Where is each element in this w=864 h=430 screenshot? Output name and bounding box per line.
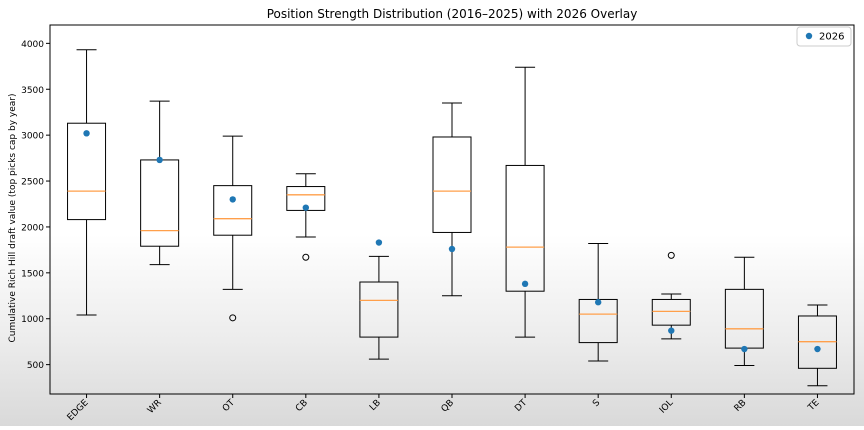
iqr-box <box>724 288 764 349</box>
box-te <box>797 304 837 387</box>
iqr-box <box>359 281 399 338</box>
x-tick-label: EDGE <box>66 398 91 423</box>
outlier-point <box>667 251 675 259</box>
x-tick-label: WR <box>146 398 164 416</box>
x-tick-label: OT <box>221 398 237 414</box>
iqr-box <box>432 136 472 233</box>
box-iol <box>651 251 691 340</box>
plot-frame <box>49 24 855 395</box>
overlay-point-lb <box>375 239 383 246</box>
overlay-point-ot <box>229 196 236 203</box>
outlier-point <box>229 314 237 322</box>
iqr-box <box>213 185 253 236</box>
y-tick-label: 2000 <box>21 223 44 233</box>
overlay-points-layer <box>83 130 821 353</box>
iqr-box <box>505 164 545 292</box>
overlay-point-s <box>594 299 602 306</box>
overlay-point-cb <box>302 204 310 211</box>
y-tick-label: 500 <box>27 361 44 371</box>
legend: 2026 <box>796 26 852 47</box>
x-tick-label: LB <box>368 398 383 413</box>
overlay-point-edge <box>83 130 90 137</box>
iqr-box <box>651 298 691 326</box>
x-tick-label: DT <box>513 398 529 414</box>
x-tick-label: RB <box>733 398 749 414</box>
x-tick-label: S <box>591 398 602 409</box>
box-cb <box>286 173 326 261</box>
overlay-point-te <box>814 345 821 353</box>
y-tick-label: 3000 <box>21 132 44 142</box>
box-wr <box>140 100 180 266</box>
overlay-point-rb <box>741 345 748 353</box>
x-tick-label: QB <box>440 398 456 414</box>
y-tick-label: 4000 <box>21 40 44 50</box>
legend-box <box>796 26 852 47</box>
iqr-box <box>140 159 180 247</box>
iqr-box <box>67 122 107 221</box>
box-dt <box>505 66 545 338</box>
chart-title: Position Strength Distribution (2016–202… <box>267 7 638 21</box>
y-tick-label: 1000 <box>21 315 44 325</box>
y-tick-label: 2500 <box>21 178 44 188</box>
overlay-point-qb <box>448 245 456 253</box>
x-tick-label: TE <box>806 398 822 414</box>
x-tick-label: IOL <box>658 398 676 416</box>
y-tick-label: 1500 <box>21 269 44 279</box>
overlay-point-iol <box>668 327 675 334</box>
y-axis-label: Cumulative Rich Hill draft value (top pi… <box>8 94 18 343</box>
iqr-box <box>578 298 618 344</box>
overlay-point-dt <box>521 280 529 288</box>
box-edge <box>67 49 107 316</box>
overlay-point-wr <box>156 156 163 164</box>
y-tick-label: 3500 <box>21 86 44 96</box>
box-lb <box>359 255 399 360</box>
x-tick-label: CB <box>294 398 310 414</box>
box-qb <box>432 102 472 297</box>
axis-ticks: 500 1000 1500 2000 2500 3000 3500 4000 EDGE WR OT C… <box>21 40 822 423</box>
legend-marker <box>805 32 813 40</box>
boxes-layer <box>67 49 837 387</box>
outlier-point <box>302 253 310 261</box>
box-ot <box>213 135 253 322</box>
legend-label: 2026 <box>819 32 844 43</box>
